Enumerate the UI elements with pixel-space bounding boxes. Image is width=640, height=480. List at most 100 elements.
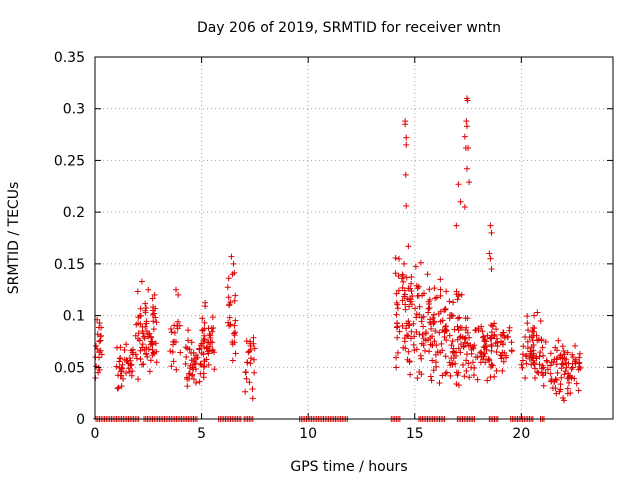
- data-point: [526, 334, 533, 341]
- data-point: [96, 324, 103, 331]
- data-point: [244, 359, 251, 366]
- data-point: [437, 349, 444, 356]
- data-point: [414, 375, 421, 382]
- data-point: [149, 346, 156, 353]
- data-point: [494, 342, 501, 349]
- data-point: [457, 324, 464, 331]
- x-tick-label: 20: [512, 426, 530, 442]
- data-point: [523, 353, 530, 360]
- data-point: [448, 311, 455, 318]
- data-point: [150, 326, 157, 333]
- data-point: [461, 133, 468, 140]
- data-point: [461, 373, 468, 380]
- data-point: [228, 253, 235, 260]
- data-point: [493, 349, 500, 356]
- data-point: [133, 321, 140, 328]
- data-point: [454, 336, 461, 343]
- data-point: [488, 266, 495, 273]
- x-tick-label: 10: [299, 426, 317, 442]
- data-point: [193, 379, 200, 386]
- data-point: [190, 376, 197, 383]
- data-point: [422, 347, 429, 354]
- data-point: [565, 379, 572, 386]
- data-point: [484, 377, 491, 384]
- data-point: [402, 121, 409, 128]
- data-point: [427, 373, 434, 380]
- data-point: [132, 332, 139, 339]
- data-point: [137, 312, 144, 319]
- data-point: [175, 291, 182, 298]
- data-point: [532, 374, 538, 381]
- data-point: [558, 365, 565, 372]
- data-point: [152, 305, 159, 312]
- data-point: [201, 319, 208, 326]
- data-point: [150, 318, 157, 325]
- data-point: [143, 350, 150, 357]
- data-point: [412, 263, 419, 270]
- data-point: [394, 320, 401, 327]
- data-point: [443, 337, 450, 344]
- data-point: [173, 286, 180, 293]
- data-point: [442, 305, 449, 312]
- data-point: [431, 338, 438, 345]
- data-point: [553, 390, 560, 397]
- data-point: [553, 376, 560, 383]
- data-point: [191, 358, 198, 365]
- data-point: [556, 388, 563, 395]
- data-point: [564, 349, 571, 356]
- data-point: [461, 203, 468, 210]
- data-point: [413, 314, 420, 321]
- data-point: [530, 332, 537, 339]
- data-point: [413, 329, 420, 336]
- data-point: [133, 355, 140, 362]
- data-point: [209, 347, 216, 354]
- data-point: [200, 363, 207, 370]
- data-point: [115, 384, 122, 391]
- data-point: [124, 358, 131, 365]
- data-point: [418, 314, 425, 321]
- data-point: [461, 335, 468, 342]
- data-point: [230, 260, 237, 267]
- data-point: [572, 342, 579, 349]
- data-point: [524, 345, 531, 352]
- data-point: [560, 347, 567, 354]
- data-point: [123, 341, 130, 348]
- data-point: [464, 329, 471, 336]
- data-point: [93, 363, 100, 370]
- data-point: [542, 339, 549, 346]
- data-point: [540, 352, 547, 359]
- data-point: [524, 313, 531, 320]
- data-point: [474, 376, 481, 383]
- data-point: [576, 350, 583, 357]
- data-point: [449, 361, 456, 368]
- data-point: [193, 352, 200, 359]
- data-point: [468, 364, 475, 371]
- data-point: [402, 345, 409, 352]
- data-point: [231, 322, 238, 329]
- data-point: [201, 358, 208, 365]
- data-point: [577, 365, 584, 372]
- data-point: [403, 332, 410, 339]
- data-point: [167, 326, 174, 333]
- data-point: [491, 333, 498, 340]
- data-point: [508, 339, 515, 346]
- data-point: [183, 354, 190, 361]
- y-tick-label: 0.25: [54, 153, 85, 169]
- data-point: [406, 321, 413, 328]
- data-point: [446, 315, 453, 322]
- data-point: [225, 319, 232, 326]
- data-point: [208, 325, 215, 332]
- data-point: [437, 286, 444, 293]
- data-point: [150, 349, 157, 356]
- data-point: [232, 329, 239, 336]
- data-point: [171, 329, 178, 336]
- data-point: [121, 356, 128, 363]
- data-point: [249, 395, 256, 402]
- data-point: [499, 340, 506, 347]
- data-point: [394, 349, 401, 356]
- data-point: [429, 314, 436, 321]
- data-point: [563, 364, 570, 371]
- data-point: [137, 356, 144, 363]
- data-point: [418, 371, 425, 378]
